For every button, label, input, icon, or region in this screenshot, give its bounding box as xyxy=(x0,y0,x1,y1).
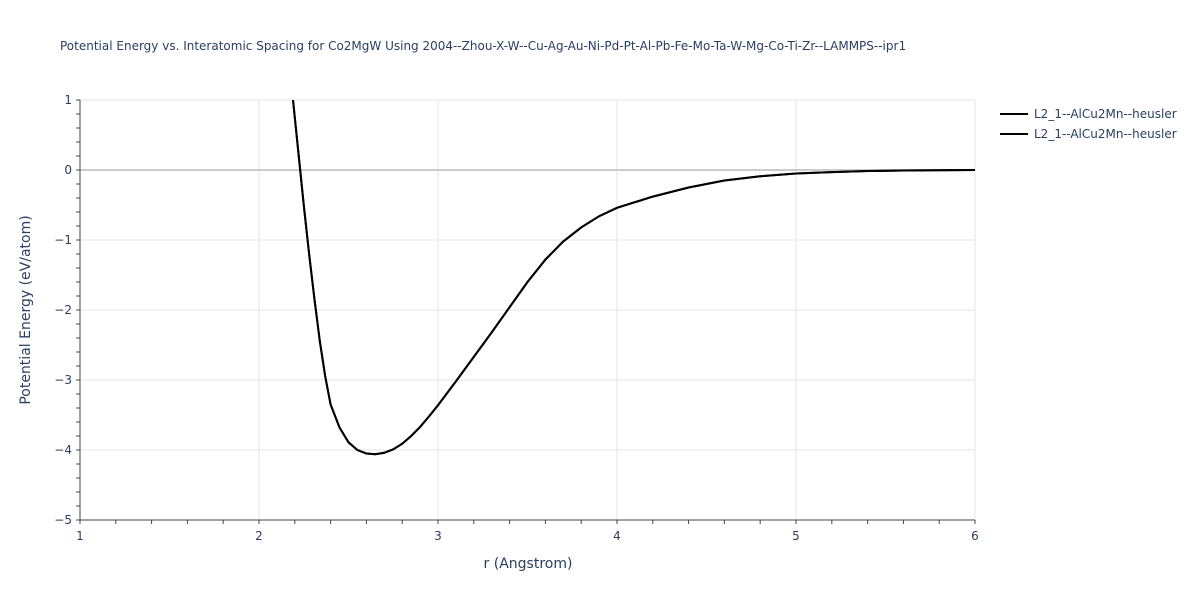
y-tick-labels: 1 0 −1 −2 −3 −4 −5 xyxy=(54,93,72,527)
legend: L2_1--AlCu2Mn--heusler L2_1--AlCu2Mn--heu… xyxy=(1000,107,1177,141)
y-tick-label: 0 xyxy=(64,163,72,177)
axes xyxy=(76,99,976,524)
x-tick-label: 4 xyxy=(613,529,621,543)
x-tick-labels: 1 2 3 4 5 6 xyxy=(76,529,979,543)
y-axis-title: Potential Energy (eV/atom) xyxy=(18,215,34,404)
y-tick-label: 1 xyxy=(64,93,72,107)
x-tick-label: 1 xyxy=(76,529,84,543)
y-tick-label: −1 xyxy=(54,233,72,247)
y-tick-label: −3 xyxy=(54,373,72,387)
series-line-2 xyxy=(292,100,975,456)
legend-label: L2_1--AlCu2Mn--heusler xyxy=(1034,127,1177,141)
y-tick-label: −4 xyxy=(54,443,72,457)
x-tick-label: 6 xyxy=(971,529,979,543)
x-tick-label: 3 xyxy=(434,529,442,543)
legend-label: L2_1--AlCu2Mn--heusler xyxy=(1034,107,1177,121)
plot-area xyxy=(292,100,975,456)
series-line-1 xyxy=(292,100,975,456)
y-tick-label: −5 xyxy=(54,513,72,527)
x-axis-title: r (Angstrom) xyxy=(484,556,573,572)
x-tick-label: 5 xyxy=(792,529,800,543)
y-tick-label: −2 xyxy=(54,303,72,317)
grid xyxy=(80,99,976,520)
x-tick-label: 2 xyxy=(255,529,263,543)
chart-title: Potential Energy vs. Interatomic Spacing… xyxy=(60,39,906,53)
